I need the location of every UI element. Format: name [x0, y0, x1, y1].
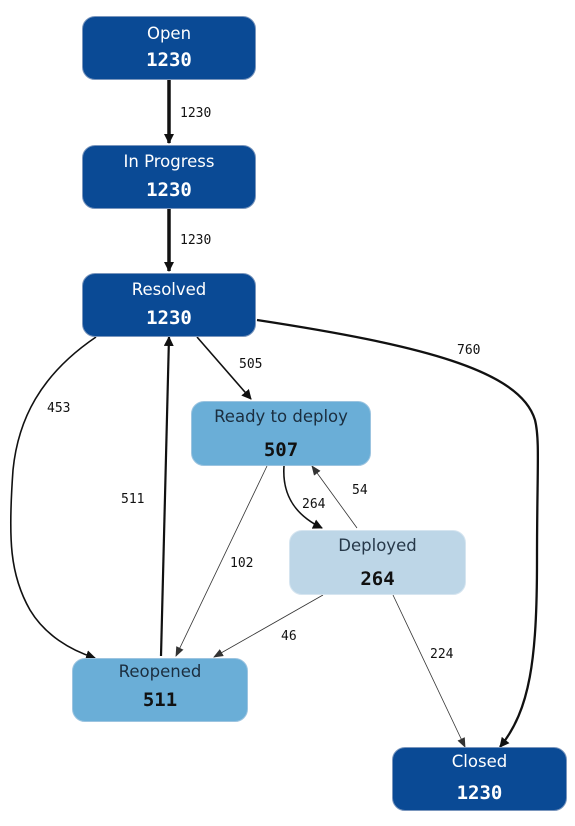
node-reopened-count: 511	[142, 689, 178, 711]
edge-label-in-progress-resolved: 1230	[180, 233, 212, 248]
edge-label-deployed-ready: 54	[352, 483, 368, 498]
edge-ready-to-deployed	[283, 465, 323, 529]
node-in-progress-name: In Progress	[123, 152, 215, 171]
node-open-name: Open	[146, 24, 192, 43]
node-closed: Closed 1230	[392, 747, 567, 811]
node-in-progress: In Progress 1230	[82, 145, 256, 209]
edge-label-deployed-closed: 224	[430, 647, 454, 662]
node-open: Open 1230	[82, 16, 256, 80]
node-deployed-name: Deployed	[338, 536, 417, 555]
node-deployed: Deployed 264	[289, 530, 466, 595]
edge-label-resolved-ready: 505	[239, 357, 263, 372]
edge-label-deployed-reopened: 46	[281, 629, 297, 644]
edge-resolved-to-ready	[196, 336, 252, 400]
node-closed-name: Closed	[451, 752, 508, 771]
edge-label-resolved-reopened: 453	[47, 401, 71, 416]
node-resolved: Resolved 1230	[82, 273, 256, 337]
edge-label-open-in-progress: 1230	[180, 106, 212, 121]
edge-resolved-to-reopened	[9, 336, 97, 661]
edge-deployed-to-closed	[392, 594, 466, 748]
edge-label-ready-reopened: 102	[230, 556, 254, 571]
node-reopened-name: Reopened	[118, 662, 202, 681]
edge-label-reopened-resolved: 511	[121, 492, 145, 507]
edge-reopened-to-resolved	[159, 336, 174, 657]
node-in-progress-count: 1230	[146, 179, 192, 201]
node-ready-to-deploy-count: 507	[263, 439, 299, 461]
node-closed-count: 1230	[456, 782, 503, 804]
node-resolved-name: Resolved	[131, 280, 207, 299]
edge-deployed-to-ready	[311, 465, 358, 529]
node-resolved-count: 1230	[146, 307, 192, 329]
edge-label-ready-deployed: 264	[302, 497, 326, 512]
edge-ready-to-reopened	[175, 465, 268, 657]
node-reopened: Reopened 511	[72, 658, 248, 722]
node-open-count: 1230	[146, 49, 192, 71]
node-ready-to-deploy: Ready to deploy 507	[191, 401, 371, 466]
node-deployed-count: 264	[360, 568, 395, 590]
node-ready-to-deploy-name: Ready to deploy	[214, 407, 348, 426]
edge-resolved-to-closed	[256, 318, 540, 748]
edge-label-resolved-closed: 760	[457, 343, 481, 358]
edge-deployed-to-reopened	[213, 594, 324, 658]
